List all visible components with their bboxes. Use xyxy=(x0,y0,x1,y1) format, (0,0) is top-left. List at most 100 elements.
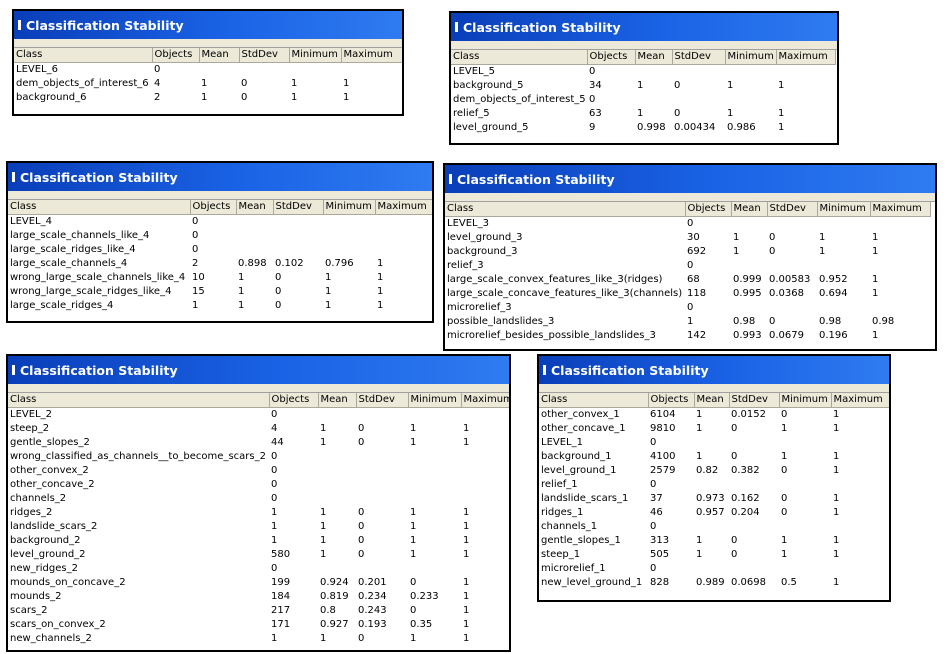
table-row[interactable]: wrong_classified_as_channels__to_become_… xyxy=(8,450,509,464)
table-row[interactable]: channels_2 0 xyxy=(8,492,509,506)
column-header-maximum[interactable]: Maximum xyxy=(870,202,931,217)
column-header-objects[interactable]: Objects xyxy=(587,50,636,65)
table-row[interactable]: other_convex_2 0 xyxy=(8,464,509,478)
table-row[interactable]: scars_2 217 0.8 0.243 0 1 xyxy=(8,604,509,618)
table-row[interactable]: wrong_large_scale_channels_like_4 10 1 0 1 1 xyxy=(8,271,432,285)
column-header-maximum[interactable]: Maximum xyxy=(831,393,889,408)
table-row[interactable]: possible_landslides_3 1 0.98 0 0.98 0.98 xyxy=(445,315,930,329)
table-row[interactable]: microrelief_3 0 xyxy=(445,301,930,315)
table-row[interactable]: level_ground_3 30 1 0 1 1 xyxy=(445,231,930,245)
table-row[interactable]: microrelief_besides_possible_landslides_… xyxy=(445,329,930,343)
table-row[interactable]: large_scale_ridges_4 1 1 0 1 1 xyxy=(8,299,432,313)
panel-titlebar[interactable]: Classification Stability xyxy=(8,163,432,191)
column-header-minimum[interactable]: Minimum xyxy=(817,202,871,217)
table-row[interactable]: relief_3 0 xyxy=(445,259,930,273)
table-row[interactable]: large_scale_channels_4 2 0.898 0.102 0.796 1 xyxy=(8,257,432,271)
table-row[interactable]: gentle_slopes_1 313 1 0 1 1 xyxy=(539,534,889,548)
table-row[interactable]: landslide_scars_2 1 1 0 1 1 xyxy=(8,520,509,534)
table-row[interactable]: ridges_1 46 0.957 0.204 0 1 xyxy=(539,506,889,520)
column-header-maximum[interactable]: Maximum xyxy=(375,200,432,215)
table-row[interactable]: gentle_slopes_2 44 1 0 1 1 xyxy=(8,436,509,450)
table-row[interactable]: background_5 34 1 0 1 1 xyxy=(451,79,835,93)
column-header-objects[interactable]: Objects xyxy=(648,393,695,408)
column-header-minimum[interactable]: Minimum xyxy=(779,393,832,408)
cell-stddev xyxy=(273,243,323,257)
table-row[interactable]: wrong_large_scale_ridges_like_4 15 1 0 1 1 xyxy=(8,285,432,299)
column-header-stddev[interactable]: StdDev xyxy=(239,48,290,63)
table-row[interactable]: relief_1 0 xyxy=(539,478,889,492)
table-row[interactable]: large_scale_channels_like_4 0 xyxy=(8,229,432,243)
column-header-stddev[interactable]: StdDev xyxy=(273,200,324,215)
column-header-mean[interactable]: Mean xyxy=(199,48,240,63)
cell-stddev xyxy=(767,216,817,231)
column-header-class[interactable]: Class xyxy=(539,393,649,408)
table-row[interactable]: microrelief_1 0 xyxy=(539,562,889,576)
panel-titlebar[interactable]: Classification Stability xyxy=(14,11,402,39)
column-header-maximum[interactable]: Maximum xyxy=(461,393,509,408)
table-row[interactable]: steep_2 4 1 0 1 1 xyxy=(8,422,509,436)
table-row[interactable]: other_concave_2 0 xyxy=(8,478,509,492)
panel-titlebar[interactable]: Classification Stability xyxy=(451,13,837,41)
column-header-objects[interactable]: Objects xyxy=(190,200,237,215)
table-row[interactable]: LEVEL_3 0 xyxy=(445,216,930,231)
table-row[interactable]: background_6 2 1 0 1 1 xyxy=(14,91,402,105)
table-row[interactable]: level_ground_2 580 1 0 1 1 xyxy=(8,548,509,562)
column-header-minimum[interactable]: Minimum xyxy=(289,48,342,63)
table-row[interactable]: LEVEL_1 0 xyxy=(539,436,889,450)
table-row[interactable]: mounds_2 184 0.819 0.234 0.233 1 xyxy=(8,590,509,604)
column-header-stddev[interactable]: StdDev xyxy=(767,202,818,217)
table-row[interactable]: scars_on_convex_2 171 0.927 0.193 0.35 1 xyxy=(8,618,509,632)
table-row[interactable]: LEVEL_4 0 xyxy=(8,214,432,229)
table-row[interactable]: new_channels_2 1 1 0 1 1 xyxy=(8,632,509,646)
column-header-class[interactable]: Class xyxy=(8,200,191,215)
column-header-minimum[interactable]: Minimum xyxy=(725,50,777,65)
table-row[interactable]: background_3 692 1 0 1 1 xyxy=(445,245,930,259)
column-header-maximum[interactable]: Maximum xyxy=(341,48,402,63)
table-row[interactable]: level_ground_5 9 0.998 0.00434 0.986 1 xyxy=(451,121,835,135)
panel-titlebar[interactable]: Classification Stability xyxy=(539,356,889,384)
table-row[interactable]: level_ground_1 2579 0.82 0.382 0 1 xyxy=(539,464,889,478)
column-header-minimum[interactable]: Minimum xyxy=(408,393,462,408)
column-header-mean[interactable]: Mean xyxy=(236,200,274,215)
column-header-objects[interactable]: Objects xyxy=(685,202,732,217)
column-header-mean[interactable]: Mean xyxy=(635,50,673,65)
table-row[interactable]: other_concave_1 9810 1 0 1 1 xyxy=(539,422,889,436)
column-header-mean[interactable]: Mean xyxy=(694,393,730,408)
table-row[interactable]: dem_objects_of_interest_6 4 1 0 1 1 xyxy=(14,77,402,91)
table-row[interactable]: other_convex_1 6104 1 0.0152 0 1 xyxy=(539,407,889,422)
table-row[interactable]: large_scale_concave_features_like_3(chan… xyxy=(445,287,930,301)
column-header-class[interactable]: Class xyxy=(445,202,686,217)
table-row[interactable]: LEVEL_5 0 xyxy=(451,64,835,79)
panel-titlebar[interactable]: Classification Stability xyxy=(445,165,935,193)
table-row[interactable]: LEVEL_2 0 xyxy=(8,407,509,422)
table-row[interactable]: new_ridges_2 0 xyxy=(8,562,509,576)
table-row[interactable]: relief_5 63 1 0 1 1 xyxy=(451,107,835,121)
column-header-class[interactable]: Class xyxy=(451,50,588,65)
table-row[interactable]: new_level_ground_1 828 0.989 0.0698 0.5 1 xyxy=(539,576,889,590)
table-row[interactable]: landslide_scars_1 37 0.973 0.162 0 1 xyxy=(539,492,889,506)
table-row[interactable]: ridges_2 1 1 0 1 1 xyxy=(8,506,509,520)
table-row[interactable]: channels_1 0 xyxy=(539,520,889,534)
table-row[interactable]: steep_1 505 1 0 1 1 xyxy=(539,548,889,562)
table-row[interactable]: background_2 1 1 0 1 1 xyxy=(8,534,509,548)
table-row[interactable]: dem_objects_of_interest_5 0 xyxy=(451,93,835,107)
table-row[interactable]: large_scale_convex_features_like_3(ridge… xyxy=(445,273,930,287)
table-row[interactable]: large_scale_ridges_like_4 0 xyxy=(8,243,432,257)
column-header-mean[interactable]: Mean xyxy=(731,202,768,217)
column-header-mean[interactable]: Mean xyxy=(318,393,357,408)
column-header-objects[interactable]: Objects xyxy=(269,393,319,408)
table-row[interactable]: mounds_on_concave_2 199 0.924 0.201 0 1 xyxy=(8,576,509,590)
column-header-objects[interactable]: Objects xyxy=(152,48,200,63)
column-header-stddev[interactable]: StdDev xyxy=(729,393,780,408)
column-header-class[interactable]: Class xyxy=(8,393,270,408)
table-row[interactable]: LEVEL_6 0 xyxy=(14,62,402,77)
column-header-class[interactable]: Class xyxy=(14,48,153,63)
column-header-stddev[interactable]: StdDev xyxy=(356,393,409,408)
column-header-minimum[interactable]: Minimum xyxy=(323,200,376,215)
panel-titlebar[interactable]: Classification Stability xyxy=(8,356,509,384)
column-header-stddev[interactable]: StdDev xyxy=(672,50,726,65)
cell-stddev: 0 xyxy=(674,79,681,91)
cell-class: microrelief_besides_possible_landslides_… xyxy=(447,329,656,341)
table-row[interactable]: background_1 4100 1 0 1 1 xyxy=(539,450,889,464)
column-header-maximum[interactable]: Maximum xyxy=(776,50,836,65)
